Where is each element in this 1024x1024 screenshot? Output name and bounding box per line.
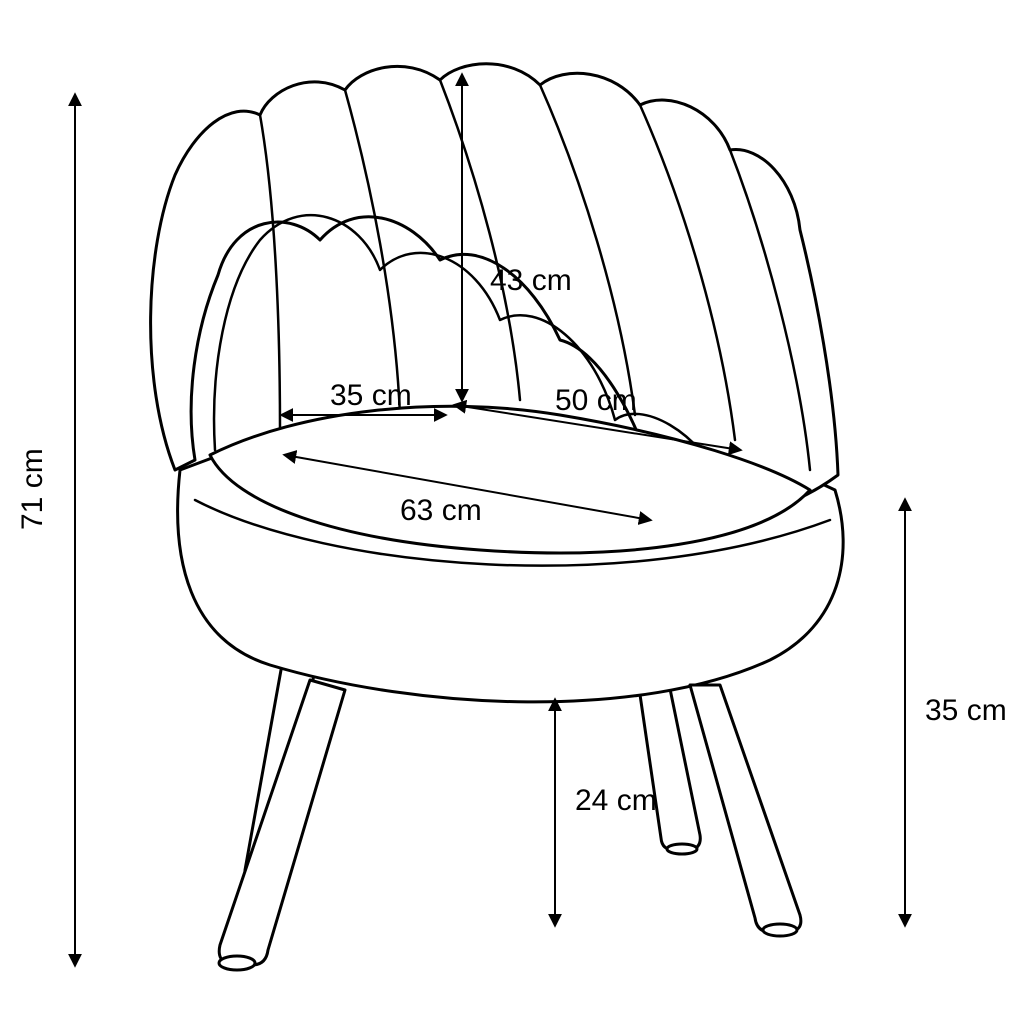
chair-dimension-diagram: 71 cm 43 cm 35 cm 50 cm 63 cm 24 cm 35 c…: [0, 0, 1024, 1024]
label-seat-height: 35 cm: [925, 694, 1007, 727]
label-backrest-height: 43 cm: [490, 264, 572, 297]
label-total-height: 71 cm: [16, 448, 49, 530]
label-seat-depth: 35 cm: [330, 379, 412, 412]
label-seat-width: 50 cm: [555, 384, 637, 417]
chair-drawing: [151, 64, 844, 970]
label-leg-height: 24 cm: [575, 784, 657, 817]
label-seat-front: 63 cm: [400, 494, 482, 527]
